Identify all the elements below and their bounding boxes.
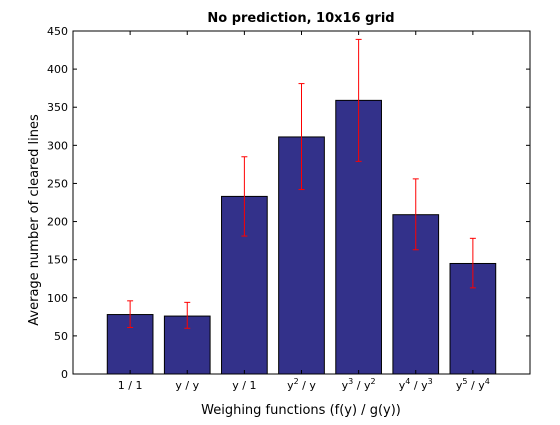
- y-tick-label-0: 0: [61, 368, 68, 381]
- x-tick-label-5: y4 / y3: [399, 377, 433, 392]
- y-tick-label-100: 100: [47, 292, 68, 305]
- y-tick-label-350: 350: [47, 101, 68, 114]
- x-axis-label: Weighing functions (f(y) / g(y)): [201, 403, 401, 418]
- x-tick-label-3: y2 / y: [287, 377, 316, 392]
- x-tick-label-1: y / y: [175, 379, 199, 392]
- y-tick-label-150: 150: [47, 254, 68, 267]
- y-tick-label-50: 50: [54, 330, 68, 343]
- chart-title: No prediction, 10x16 grid: [207, 11, 394, 26]
- y-tick-label-250: 250: [47, 177, 68, 190]
- y-axis-label: Average number of cleared lines: [27, 114, 42, 326]
- x-tick-label-2: y / 1: [232, 379, 256, 392]
- y-tick-label-450: 450: [47, 25, 68, 38]
- y-tick-label-300: 300: [47, 139, 68, 152]
- x-tick-label-6: y5 / y4: [456, 377, 490, 392]
- x-tick-label-0: 1 / 1: [118, 379, 143, 392]
- y-tick-label-200: 200: [47, 216, 68, 229]
- x-tick-label-4: y3 / y2: [342, 377, 376, 392]
- y-tick-label-400: 400: [47, 63, 68, 76]
